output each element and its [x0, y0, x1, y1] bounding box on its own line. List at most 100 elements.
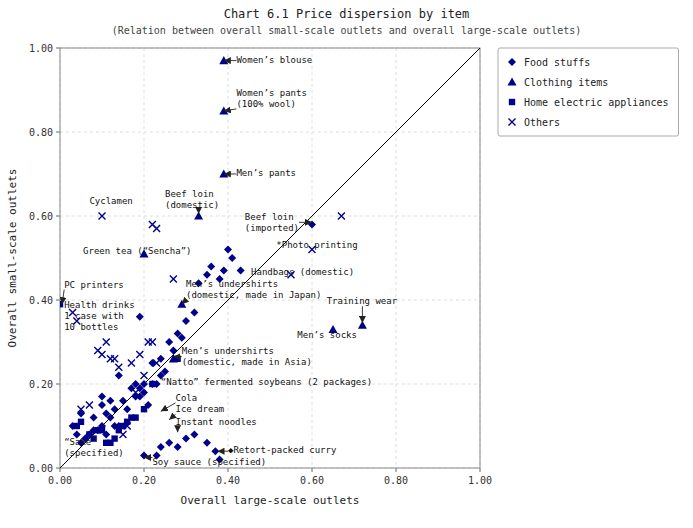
y-tick	[56, 132, 60, 133]
point	[153, 225, 160, 232]
point	[170, 276, 177, 283]
subtitle: (Relation between overall small-scale ou…	[112, 25, 582, 36]
annotation-line: Men’s socks	[297, 330, 357, 340]
point	[78, 419, 84, 425]
data-marks	[60, 48, 480, 468]
annotation-line: (specified)	[64, 448, 124, 458]
annotation-line: Ice dream	[176, 404, 225, 414]
annotation-line: Beef loin	[165, 189, 214, 199]
point	[119, 397, 127, 405]
plot-frame	[60, 48, 480, 468]
annotation: Health drinks1 case with10 bottles	[64, 300, 134, 332]
x-tick	[312, 468, 313, 472]
annotation: Men’s undershirts(domestic, made in Asia…	[182, 346, 312, 367]
annotation-arrow	[182, 300, 186, 304]
annotation-line: Health drinks	[64, 300, 134, 310]
point	[123, 405, 131, 413]
point	[86, 402, 93, 409]
legend-label: Others	[524, 117, 560, 128]
y-tick-label: 0.60	[29, 211, 53, 222]
y-tick	[56, 300, 60, 301]
annotation-line: Training wear	[327, 296, 398, 306]
point	[237, 267, 245, 275]
series-points	[140, 56, 367, 362]
point	[99, 427, 105, 433]
point	[161, 367, 169, 375]
point	[111, 405, 119, 413]
annotations: Women’s blouseWomen’s pants(100% wool)Me…	[62, 55, 398, 467]
point	[190, 430, 198, 438]
x-tick	[396, 468, 397, 472]
point	[77, 409, 85, 417]
point	[153, 360, 160, 367]
point	[178, 334, 186, 342]
y-tick	[56, 48, 60, 49]
annotation-line: 1 case with	[64, 311, 124, 321]
annotation-arrow	[218, 451, 229, 452]
annotation-line: (imported)	[245, 223, 299, 233]
point	[136, 351, 143, 358]
point	[149, 381, 155, 387]
annotation: Women’s blouse	[236, 55, 312, 65]
point	[165, 439, 173, 447]
point	[132, 414, 138, 420]
y-axis-label: Overall small-scale outlets	[6, 169, 19, 348]
annotation-arrow	[362, 306, 363, 323]
point	[338, 213, 345, 220]
annotation: Training wear	[327, 296, 398, 306]
annotation: Cola	[176, 393, 198, 403]
legend-label: Food stuffs	[524, 57, 590, 68]
annotation-line: 10 bottles	[64, 322, 118, 332]
point	[106, 397, 114, 405]
annotation-line: ◆Retort-packed curry	[228, 445, 337, 455]
annotation-line: Cola	[176, 393, 198, 403]
point	[203, 271, 211, 279]
annotation-line: Handbags (domestic)	[251, 267, 354, 277]
x-tick-label: 0.60	[300, 475, 324, 486]
annotation: “Sake”(specified)	[64, 437, 124, 458]
point	[111, 435, 117, 441]
point	[99, 351, 106, 358]
annotation-line: Instant noodles	[176, 417, 257, 427]
annotation: Soy sauce (specified)	[152, 457, 266, 467]
point	[207, 262, 215, 270]
y-tick-label: 0.20	[29, 379, 53, 390]
annotation-arrow	[144, 457, 152, 458]
axes: 0.000.200.400.600.801.000.000.200.400.60…	[6, 43, 492, 508]
annotation-arrow	[224, 109, 237, 111]
x-tick	[228, 468, 229, 472]
point	[190, 309, 198, 317]
legend-box	[498, 48, 679, 136]
point	[148, 359, 156, 367]
annotation: Handbags (domestic)	[251, 267, 354, 277]
y-tick-label: 0.80	[29, 127, 53, 138]
y-tick-label: 1.00	[29, 43, 53, 54]
y-tick	[56, 216, 60, 217]
x-tick-label: 0.20	[132, 475, 156, 486]
annotation: Beef loin(imported)	[245, 212, 299, 233]
point	[308, 220, 316, 228]
point	[78, 406, 85, 413]
annotation: Beef loin(domestic)	[165, 189, 219, 210]
grid-line-x	[396, 48, 397, 468]
point	[148, 380, 156, 388]
annotation-line: (domestic, made in Asia)	[182, 357, 312, 367]
annotation-line: Women’s pants	[236, 88, 306, 98]
point	[220, 267, 228, 275]
annotation: Ice dream	[176, 404, 225, 414]
annotation-line: Men’s undershirts	[182, 346, 274, 356]
legend-marker	[509, 119, 516, 126]
annotation-arrow	[224, 174, 237, 175]
annotation-line: *Photo printing	[276, 240, 357, 250]
point	[177, 300, 186, 308]
annotation-arrow	[173, 356, 181, 357]
annotation-line: (domestic, made in Japan)	[186, 290, 321, 300]
annotation-line: (domestic)	[165, 200, 219, 210]
point	[111, 355, 118, 362]
reference-line	[60, 48, 480, 468]
point	[157, 443, 165, 451]
legend-label: Home electric appliances	[524, 97, 669, 108]
point	[182, 435, 190, 443]
lines	[60, 48, 480, 468]
annotation: ◆Retort-packed curry	[228, 445, 337, 455]
